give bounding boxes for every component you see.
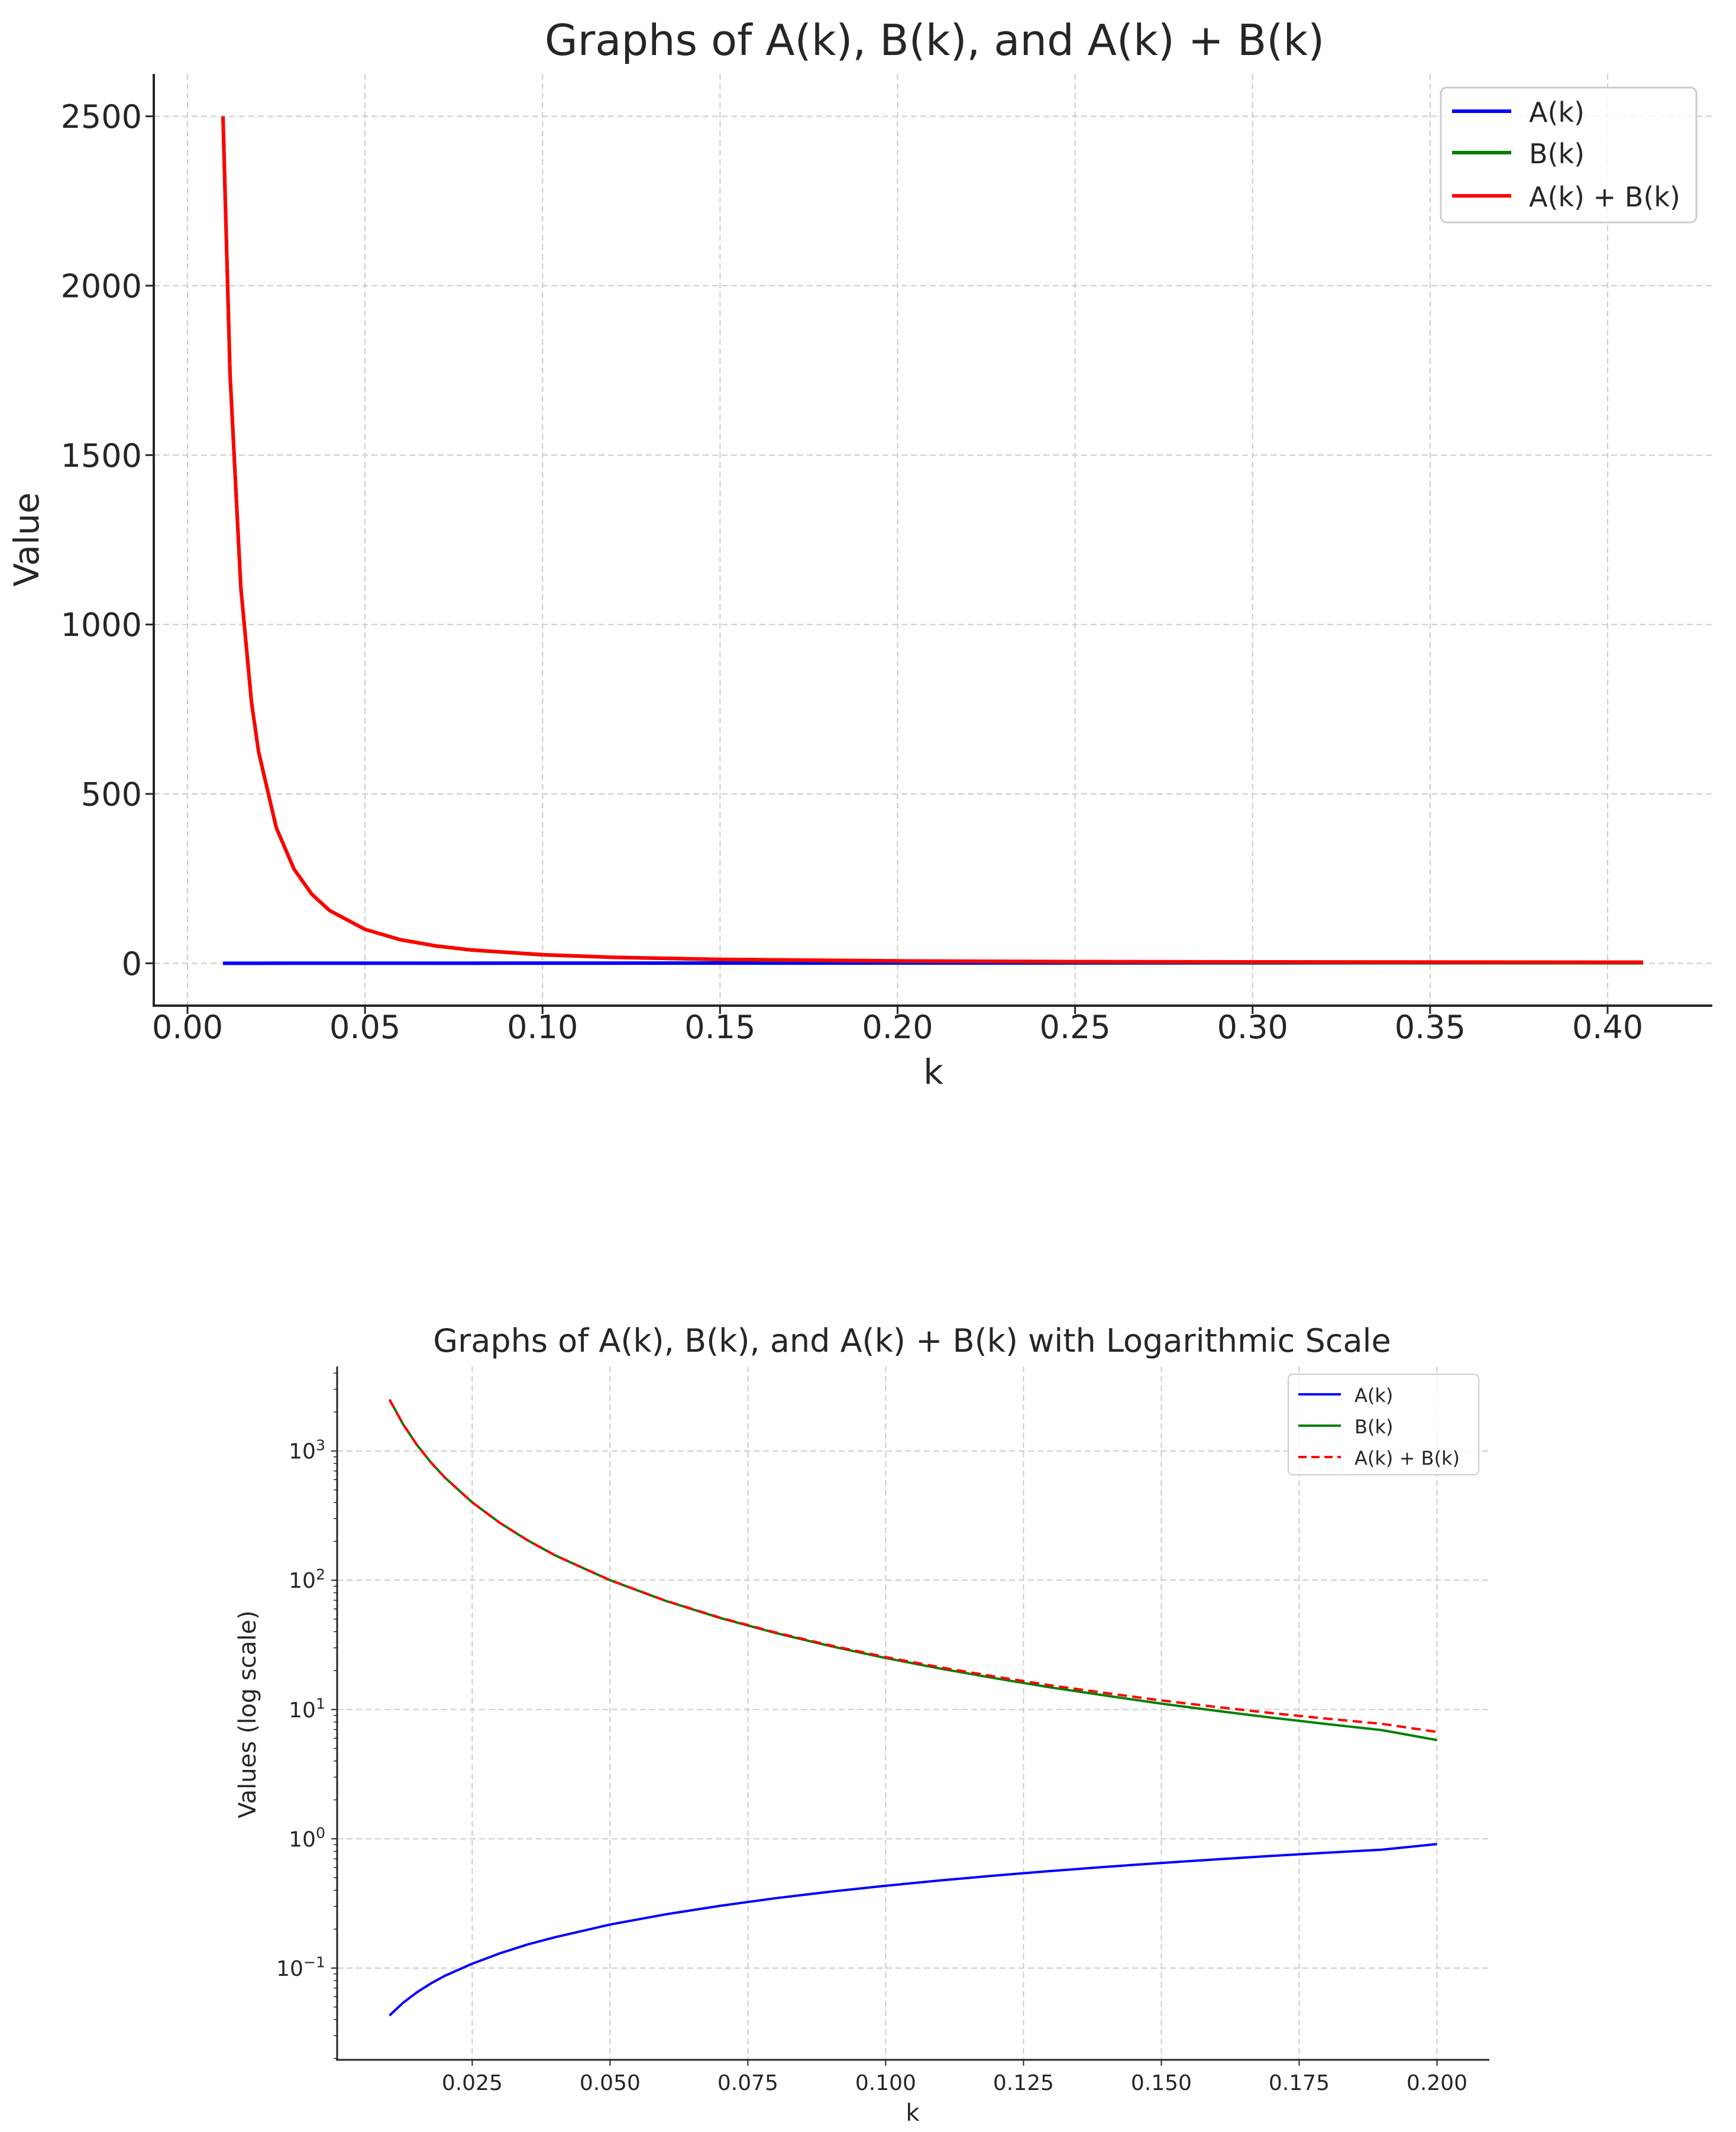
y-tick-label: 1500 [61,437,142,474]
x-axis-label: k [906,2099,920,2127]
y-tick-label: 103 [289,1436,325,1464]
x-tick-label: 0.40 [1572,1009,1643,1046]
x-tick-label: 0.35 [1395,1009,1466,1046]
x-tick-label: 0.05 [329,1009,400,1046]
legend: A(k) B(k) A(k) + B(k) [1288,1374,1479,1475]
legend-label-b: B(k) [1354,1416,1393,1438]
x-ticks: 0.025 0.050 0.075 0.100 0.125 0.150 0.175 0.200 [442,2060,1467,2095]
legend-box [1288,1374,1479,1475]
y-tick-label: 500 [81,776,142,813]
y-axis-label: Value [7,492,47,586]
x-tick-label: 0.00 [152,1009,223,1046]
y-tick-label: 0 [122,945,142,983]
x-axis-label: k [923,1052,943,1092]
x-tick-label: 0.125 [993,2071,1054,2095]
y-tick-label: 2500 [61,98,142,135]
legend-box [1440,86,1698,224]
log-chart: Graphs of A(k), B(k), and A(k) + B(k) wi… [234,1322,1489,2127]
axes [336,1367,1489,2061]
x-tick-label: 0.200 [1407,2071,1467,2095]
x-tick-label: 0.15 [684,1009,755,1046]
axes [153,74,1712,1007]
x-tick-label: 0.20 [862,1009,933,1046]
y-axis-label: Values (log scale) [234,1610,261,1818]
y-tick-label: 101 [289,1695,325,1722]
x-tick-label: 0.050 [580,2071,641,2095]
x-tick-label: 0.150 [1131,2071,1192,2095]
x-tick-label: 0.10 [507,1009,578,1046]
y-tick-label: 1000 [61,606,142,644]
legend-label-sum: A(k) + B(k) [1529,181,1680,213]
x-ticks: 0.00 0.05 0.10 0.15 0.20 0.25 0.30 0.35 0.40 [152,1006,1643,1046]
x-tick-label: 0.025 [442,2071,503,2095]
x-tick-label: 0.30 [1217,1009,1288,1046]
legend-label-sum: A(k) + B(k) [1354,1447,1460,1469]
legend-label-a: A(k) [1529,96,1585,128]
y-ticks: 0 500 1000 1500 2000 2500 [61,98,154,983]
chart-title: Graphs of A(k), B(k), and A(k) + B(k) [545,15,1324,65]
y-ticks: 10−1 100 101 102 103 [276,1372,337,2059]
series-line-a-k-b-k [388,1398,1437,1733]
series-line-a-k [389,1843,1437,2017]
y-tick-label: 10−1 [276,1953,325,1981]
linear-chart: Graphs of A(k), B(k), and A(k) + B(k) 0.… [7,15,1712,1092]
chart-title: Graphs of A(k), B(k), and A(k) + B(k) wi… [433,1322,1391,1359]
x-tick-label: 0.075 [717,2071,778,2095]
x-tick-label: 0.175 [1269,2071,1330,2095]
series-lines [388,1398,1437,2017]
y-tick-label: 100 [289,1824,325,1852]
y-tick-label: 102 [289,1566,325,1593]
legend: A(k) B(k) A(k) + B(k) [1440,86,1698,224]
series-line-a-k-b-k [221,116,1644,964]
series-lines [221,116,1644,965]
legend-label-b: B(k) [1529,138,1585,170]
x-tick-label: 0.25 [1039,1009,1110,1046]
grid [154,74,1712,1006]
x-tick-label: 0.100 [855,2071,916,2095]
legend-label-a: A(k) [1354,1384,1393,1407]
y-tick-label: 2000 [61,267,142,305]
